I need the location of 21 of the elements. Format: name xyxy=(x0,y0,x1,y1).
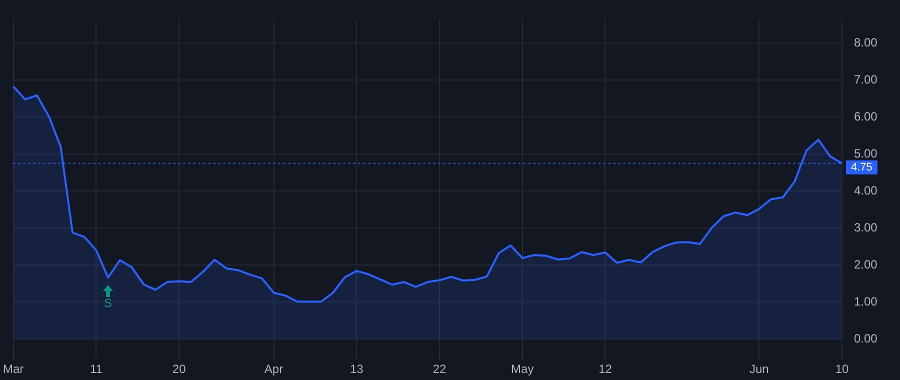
y-tick-label: 3.00 xyxy=(854,220,878,234)
x-tick-label: 22 xyxy=(432,362,446,376)
x-tick-label: Jun xyxy=(749,362,769,376)
y-tick-label: 6.00 xyxy=(854,109,878,124)
x-tick-label: 12 xyxy=(598,362,612,376)
y-tick-label: 2.00 xyxy=(854,257,878,272)
y-tick-label: 4.00 xyxy=(854,183,878,198)
y-tick-label: 7.00 xyxy=(854,72,878,87)
x-tick-label: 11 xyxy=(90,362,103,376)
ref-line-label: 4.75 xyxy=(851,161,872,174)
x-tick-label: 20 xyxy=(172,362,186,376)
x-tick-label: Mar xyxy=(2,362,24,376)
y-tick-label: 8.00 xyxy=(854,36,878,50)
y-tick-label: 0.00 xyxy=(854,331,878,346)
x-tick-label: May xyxy=(511,362,534,376)
y-tick-label: 1.00 xyxy=(854,294,878,308)
x-tick-label: 13 xyxy=(350,362,364,376)
y-tick-label: 5.00 xyxy=(854,146,878,160)
x-tick-label: Apr xyxy=(264,362,284,376)
x-tick-label: 10 xyxy=(835,362,849,376)
annotation: S xyxy=(104,296,112,310)
